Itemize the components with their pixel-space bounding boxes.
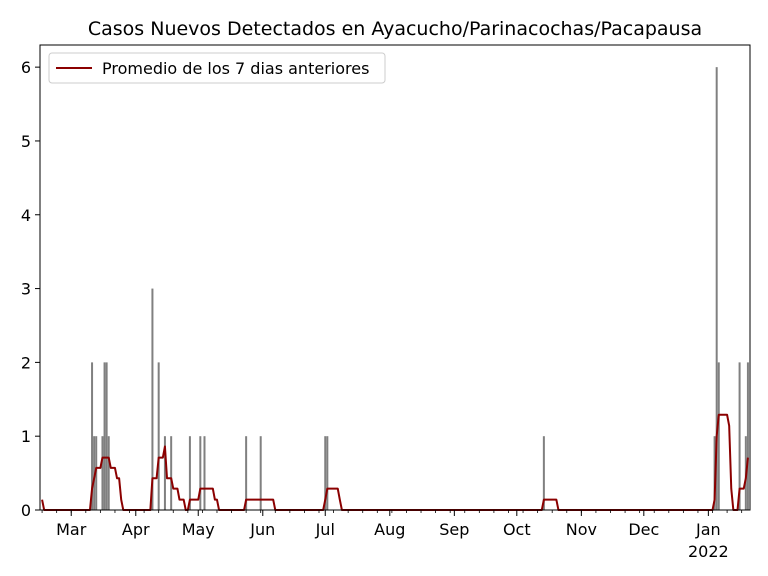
- y-tick-label-2: 2: [21, 353, 31, 372]
- y-tick-label-5: 5: [21, 132, 31, 151]
- bar-18: [542, 436, 545, 510]
- x-tick-label-Mar: Mar: [56, 520, 87, 539]
- plot-frame: [39, 44, 751, 511]
- x-tick-label-Jun: Jun: [249, 520, 275, 539]
- bar-6: [107, 436, 110, 510]
- x-year-label: 2022: [688, 542, 729, 561]
- bar-2: [95, 436, 98, 510]
- y-tick-label-3: 3: [21, 280, 31, 299]
- bar-17: [326, 436, 329, 510]
- bar-15: [259, 436, 262, 510]
- x-tick-label-Sep: Sep: [439, 520, 469, 539]
- bar-20: [715, 67, 718, 510]
- bar-5: [105, 362, 108, 510]
- bar-1: [93, 436, 96, 510]
- bar-22: [738, 362, 741, 510]
- x-tick-label-Dec: Dec: [628, 520, 659, 539]
- legend: Promedio de los 7 dias anteriores: [48, 52, 386, 84]
- bar-8: [157, 362, 160, 510]
- x-tick-label-Apr: Apr: [122, 520, 150, 539]
- bar-3: [101, 436, 104, 510]
- bar-4: [103, 362, 106, 510]
- y-axis-ticks: 0 1 2 3 4 5 6: [21, 58, 40, 520]
- bar-24: [746, 362, 749, 510]
- bar-9: [163, 436, 166, 510]
- bar-16: [324, 436, 327, 510]
- bar-14: [245, 436, 248, 510]
- x-tick-label-May: May: [182, 520, 215, 539]
- x-tick-label-Oct: Oct: [503, 520, 531, 539]
- average-line-group: [41, 413, 749, 511]
- x-tick-label-Jul: Jul: [315, 520, 335, 539]
- x-axis-ticks: Mar Apr May Jun Jul Aug Sep Oct Nov Dec Jan 2022: [41, 510, 743, 561]
- y-tick-label-6: 6: [21, 58, 31, 77]
- y-tick-label-1: 1: [21, 427, 31, 446]
- bar-12: [199, 436, 202, 510]
- x-tick-label-Aug: Aug: [374, 520, 405, 539]
- y-tick-label-4: 4: [21, 206, 31, 225]
- bar-0: [91, 362, 94, 510]
- y-tick-label-0: 0: [21, 501, 31, 520]
- bar-group: [91, 67, 749, 510]
- bar-7: [151, 288, 154, 510]
- x-tick-label-Jan: Jan: [695, 520, 721, 539]
- bar-10: [170, 436, 173, 510]
- chart-title: Casos Nuevos Detectados en Ayacucho/Pari…: [88, 18, 702, 40]
- bar-11: [188, 436, 191, 510]
- legend-box: [48, 52, 386, 84]
- average-line: [41, 413, 749, 511]
- legend-label: Promedio de los 7 dias anteriores: [102, 59, 369, 78]
- bar-13: [203, 436, 206, 510]
- x-tick-label-Nov: Nov: [566, 520, 597, 539]
- bar-21: [717, 362, 720, 510]
